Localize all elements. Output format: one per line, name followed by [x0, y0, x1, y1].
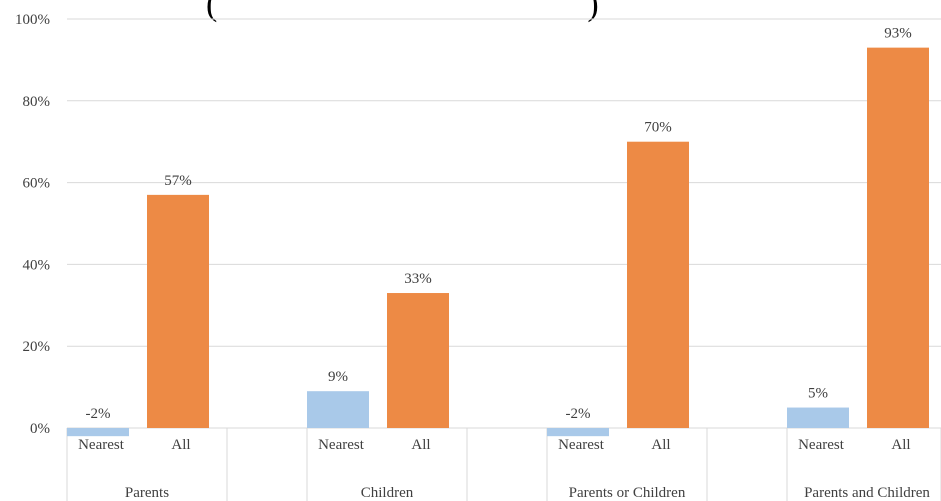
data-label: 9%	[328, 369, 348, 385]
bar-all	[147, 194, 209, 428]
group-label: Parents or Children	[569, 485, 686, 501]
y-tick-label: 0%	[30, 421, 50, 437]
bar-all	[867, 47, 929, 428]
chart-title-fragment: ()	[206, 0, 599, 24]
group-label: Children	[361, 485, 414, 501]
bar-nearest	[67, 428, 129, 437]
bar-all	[387, 293, 449, 428]
bar-nearest	[547, 428, 609, 437]
bar-category-label: All	[411, 437, 430, 453]
data-label: 5%	[808, 386, 828, 402]
bar-category-label: All	[891, 437, 910, 453]
bar-category-label: Nearest	[558, 437, 605, 453]
bar-category-label: All	[171, 437, 190, 453]
data-label: -2%	[86, 406, 111, 422]
bar-category-label: Nearest	[318, 437, 365, 453]
y-tick-label: 100%	[15, 12, 50, 28]
title-close-paren: )	[587, 0, 599, 23]
title-open-paren: (	[206, 0, 218, 23]
group-label: Parents	[125, 485, 169, 501]
data-label: 33%	[404, 271, 432, 287]
group-label: Parents and Children	[804, 485, 930, 501]
bar-category-label: Nearest	[78, 437, 125, 453]
bar-all	[627, 141, 689, 428]
bar-nearest	[787, 407, 849, 428]
data-label: 93%	[884, 26, 912, 42]
data-label: -2%	[566, 406, 591, 422]
y-tick-label: 80%	[23, 94, 51, 110]
data-label: 57%	[164, 173, 192, 189]
y-tick-label: 40%	[23, 257, 51, 273]
y-tick-label: 20%	[23, 339, 51, 355]
data-label: 70%	[644, 120, 672, 136]
bar-nearest	[307, 391, 369, 428]
bar-category-label: All	[651, 437, 670, 453]
y-tick-label: 60%	[23, 176, 51, 192]
bar-category-label: Nearest	[798, 437, 845, 453]
